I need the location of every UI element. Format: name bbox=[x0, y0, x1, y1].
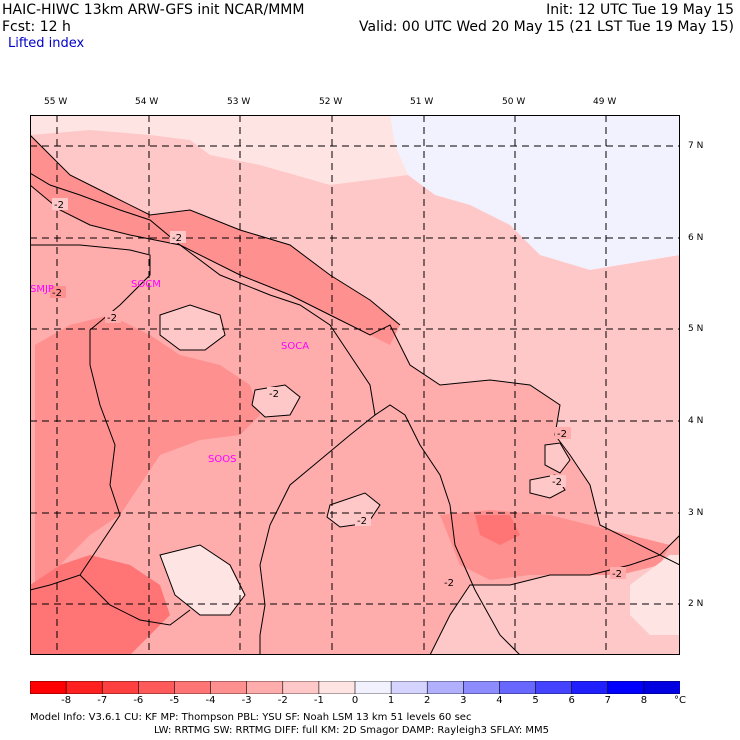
border-central bbox=[259, 414, 376, 655]
field-hole-7 bbox=[630, 555, 680, 635]
contour-label: -2 bbox=[444, 578, 454, 589]
lon-label-49w: 49 W bbox=[593, 97, 617, 107]
init-time: Init: 12 UTC Tue 19 May 15 bbox=[546, 2, 734, 18]
lifted-index-map: -2 -2 -2 -2 -2 -2 -2 -2 -2 -2 SMJP SOCM … bbox=[30, 115, 680, 655]
colorbar-swatch bbox=[390, 681, 429, 694]
lon-label-51w: 51 W bbox=[410, 97, 434, 107]
model-info-line2: LW: RRTMG SW: RRTMG DIFF: full KM: 2D Sm… bbox=[154, 725, 550, 736]
colorbar-tick-label: -2 bbox=[277, 695, 288, 706]
coastlines-borders bbox=[30, 172, 521, 655]
colorbar-tick-label: -8 bbox=[61, 695, 72, 706]
contour-label: -2 bbox=[172, 233, 182, 244]
colorbar-swatch bbox=[282, 681, 320, 694]
contour-lines bbox=[30, 134, 680, 655]
colorbar-tick-label: -1 bbox=[313, 695, 324, 706]
colorbar-tick-label: 5 bbox=[532, 695, 539, 706]
lon-label-54w: 54 W bbox=[135, 97, 159, 107]
forecast-hour: Fcst: 12 h bbox=[2, 19, 71, 35]
field-band-minus1 bbox=[30, 115, 408, 185]
colorbar-tick-label: 2 bbox=[424, 695, 431, 706]
lat-label-2n: 2 N bbox=[688, 599, 704, 609]
colorbar-swatch bbox=[354, 681, 392, 694]
colorbar-swatch bbox=[30, 681, 67, 694]
colorbar-swatch bbox=[463, 681, 501, 694]
model-info-line1: Model Info: V3.6.1 CU: KF MP: Thompson P… bbox=[30, 712, 472, 723]
contour-label: -2 bbox=[54, 200, 64, 211]
station-socm: SOCM bbox=[131, 279, 161, 290]
border-west bbox=[30, 244, 151, 591]
lat-label-4n: 4 N bbox=[688, 416, 704, 426]
colorbar-swatch bbox=[643, 681, 680, 694]
colorbar-tick-label: 3 bbox=[460, 695, 467, 706]
lon-label-50w: 50 W bbox=[502, 97, 526, 107]
lat-label-7n: 7 N bbox=[688, 141, 704, 151]
colorbar-tick-label: -3 bbox=[241, 695, 252, 706]
field-hole-6 bbox=[160, 545, 245, 615]
field-hole-2 bbox=[252, 385, 300, 417]
colorbar-swatch bbox=[571, 681, 609, 694]
station-soca: SOCA bbox=[281, 341, 309, 352]
contour-label: -2 bbox=[357, 516, 367, 527]
colorbar-tick-label: 4 bbox=[496, 695, 503, 706]
contour-label: -2 bbox=[612, 569, 622, 580]
colorbar-swatch bbox=[535, 681, 573, 694]
field-name: Lifted index bbox=[8, 36, 85, 51]
field-band-minus2-north bbox=[30, 135, 400, 345]
contour-label: -2 bbox=[552, 477, 562, 488]
colorbar-tick-label: 8 bbox=[640, 695, 648, 706]
colorbar-swatch bbox=[210, 681, 248, 694]
coastline bbox=[30, 172, 521, 655]
colorbar-tick-label: 0 bbox=[351, 695, 359, 706]
contour-label: -2 bbox=[107, 313, 117, 324]
border-south bbox=[79, 574, 191, 626]
station-smjp: SMJP bbox=[30, 284, 54, 295]
field-band-minus3 bbox=[35, 315, 260, 585]
lat-label-5n: 5 N bbox=[688, 324, 704, 334]
lon-label-52w: 52 W bbox=[319, 97, 343, 107]
valid-time: Valid: 00 UTC Wed 20 May 15 (21 LST Tue … bbox=[359, 19, 734, 35]
colorbar-swatch bbox=[138, 681, 176, 694]
colorbar-tick-label: 1 bbox=[387, 695, 395, 706]
lat-label-6n: 6 N bbox=[688, 233, 704, 243]
field-hole-1 bbox=[160, 305, 225, 350]
lon-label-53w: 53 W bbox=[227, 97, 251, 107]
colorbar-swatch bbox=[65, 681, 104, 694]
lat-lon-grid bbox=[30, 115, 680, 655]
colorbar-swatch bbox=[499, 681, 537, 694]
colorbar-swatch bbox=[246, 681, 284, 694]
colorbar-swatch bbox=[426, 681, 465, 694]
colorbar-tick-label: -6 bbox=[133, 695, 144, 706]
field-hole-4 bbox=[545, 443, 570, 473]
field-positive-region bbox=[390, 115, 680, 270]
contour-label: -2 bbox=[557, 429, 567, 440]
station-soos: SOOS bbox=[208, 454, 236, 465]
colorbar-swatch bbox=[174, 681, 212, 694]
lat-label-3n: 3 N bbox=[688, 508, 704, 518]
contour-label: -2 bbox=[269, 389, 279, 400]
map-frame bbox=[30, 115, 680, 655]
colorbar-tick-label: 6 bbox=[568, 695, 575, 706]
colorbar-tick-label: -7 bbox=[97, 695, 108, 706]
colorbar-swatch bbox=[318, 681, 356, 694]
colorbar bbox=[30, 681, 680, 694]
colorbar-tick-label: 7 bbox=[604, 695, 611, 706]
lon-label-55w: 55 W bbox=[44, 97, 68, 107]
colorbar-swatch bbox=[101, 681, 140, 694]
field-band-minus4-se bbox=[475, 515, 520, 545]
header-title: HAIC-HIWC 13km ARW-GFS init NCAR/MMM bbox=[2, 2, 305, 18]
colorbar-unit: °C bbox=[674, 695, 686, 706]
colorbar-tick-label: -5 bbox=[169, 695, 180, 706]
contour-label: -2 bbox=[52, 288, 62, 299]
colorbar-swatch bbox=[607, 681, 645, 694]
colorbar-tick-label: -4 bbox=[205, 695, 216, 706]
